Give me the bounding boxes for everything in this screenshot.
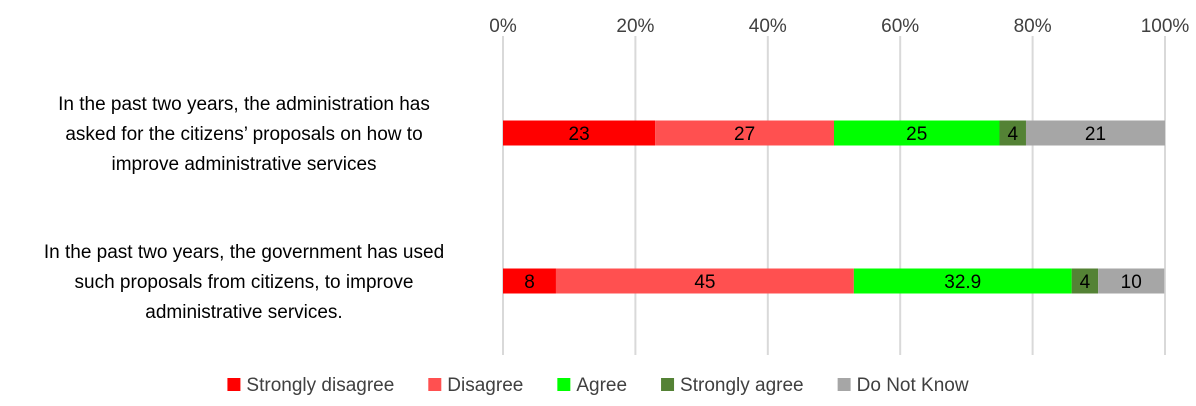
legend-swatch [428, 378, 442, 391]
bar-segment [503, 268, 556, 294]
data-label: 25 [906, 124, 927, 145]
data-label: 45 [694, 272, 715, 293]
bar-segment [853, 268, 1072, 294]
legend-swatch [837, 378, 851, 391]
legend-swatch [557, 378, 571, 391]
x-tick-label: 80% [1014, 16, 1052, 37]
category-labels: In the past two years, the administratio… [44, 94, 444, 323]
x-tick-label: 40% [749, 16, 787, 37]
x-tick-label: 20% [616, 16, 654, 37]
category-label-line: such proposals from citizens, to improve [75, 272, 414, 293]
x-axis-ticks: 0% 20% 40% 60% 80% 100% [489, 16, 1189, 37]
bar-segment [1071, 268, 1099, 294]
data-label: 21 [1085, 124, 1106, 145]
category-label-line: In the past two years, the administratio… [58, 94, 430, 115]
category-label-line: improve administrative services [111, 154, 376, 175]
gridlines [502, 36, 1166, 355]
data-label: 32.9 [944, 272, 981, 293]
category-label-line: asked for the citizens’ proposals on how… [65, 124, 422, 145]
bar-segment [834, 120, 1000, 146]
category-label-line: In the past two years, the government ha… [44, 242, 444, 263]
legend-label: Disagree [447, 375, 523, 396]
bars: 23 27 25 4 21 8 45 32.9 4 10 [503, 120, 1165, 294]
bar-segment [1098, 268, 1165, 294]
bar-segment [999, 120, 1026, 146]
data-label: 4 [1007, 124, 1018, 145]
data-label: 10 [1121, 272, 1142, 293]
legend-label: Agree [576, 375, 627, 396]
data-label: 23 [569, 124, 590, 145]
x-tick-label: 60% [881, 16, 919, 37]
legend-label: Do Not Know [857, 375, 969, 396]
category-label-line: administrative services. [145, 302, 342, 323]
legend-swatch [227, 378, 241, 391]
legend-label: Strongly disagree [246, 375, 394, 396]
legend: Strongly disagree Disagree Agree Strongly a… [227, 375, 969, 396]
legend-label: Strongly agree [680, 375, 804, 396]
data-label: 4 [1080, 272, 1091, 293]
x-tick-label: 0% [489, 16, 517, 37]
x-tick-label: 100% [1141, 16, 1190, 37]
bar-segment [655, 120, 834, 146]
data-label: 27 [734, 124, 755, 145]
legend-swatch [661, 378, 675, 391]
bar-segment [555, 268, 854, 294]
bar-segment [503, 120, 656, 146]
data-label: 8 [524, 272, 535, 293]
bar-segment [1025, 120, 1165, 146]
